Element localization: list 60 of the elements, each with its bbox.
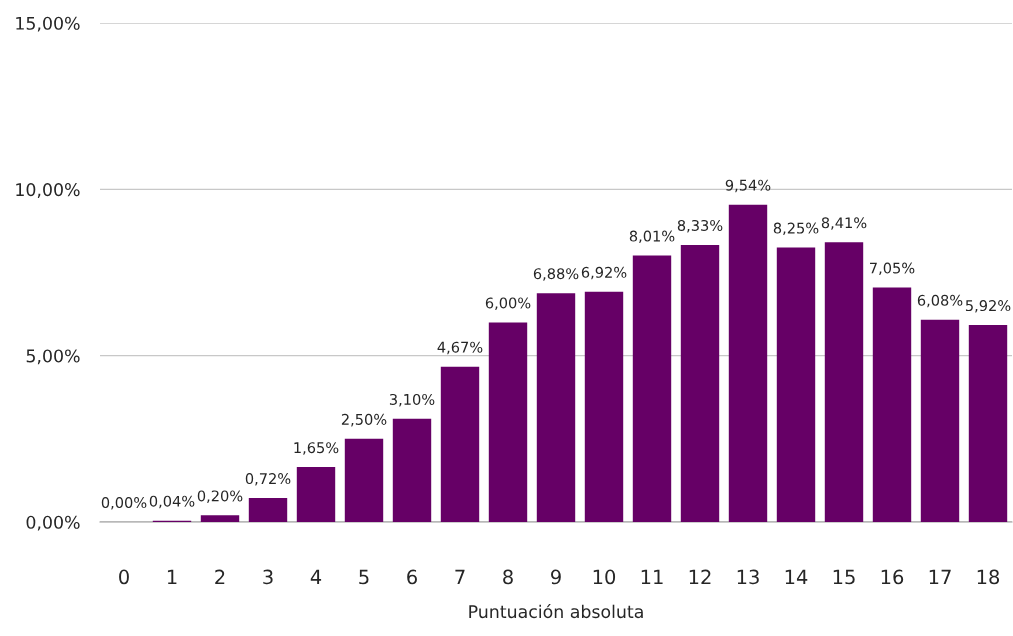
data-label: 6,08% xyxy=(917,294,963,308)
data-label: 0,00% xyxy=(101,497,147,510)
x-tick-label: 15 xyxy=(833,569,855,585)
x-tick-label: 4 xyxy=(310,569,322,584)
x-tick-label: 9 xyxy=(551,569,561,585)
x-tick-label: 11 xyxy=(641,569,663,584)
data-label: 6,88% xyxy=(533,268,579,281)
bar xyxy=(968,325,1008,522)
y-tick-label: 0,00% xyxy=(26,515,80,531)
x-tick-label: 1 xyxy=(167,569,177,584)
x-tick-label: 10 xyxy=(593,569,616,585)
bar xyxy=(488,322,528,522)
bar xyxy=(344,438,384,522)
y-tick-label: 10,00% xyxy=(16,183,80,198)
bar xyxy=(584,291,624,522)
data-label: 5,92% xyxy=(965,300,1011,313)
bar xyxy=(776,247,816,522)
x-tick-label: 2 xyxy=(215,569,225,584)
y-tick-label: 5,00% xyxy=(26,349,80,365)
bar xyxy=(392,418,432,522)
data-label: 8,33% xyxy=(677,219,723,233)
x-tick-label: 7 xyxy=(455,569,465,584)
bar xyxy=(872,287,912,522)
bar xyxy=(632,255,672,522)
bar xyxy=(680,244,720,522)
data-label: 8,01% xyxy=(629,230,675,244)
x-tick-label: 13 xyxy=(737,569,759,585)
bar xyxy=(920,319,960,522)
x-tick-label: 18 xyxy=(977,569,1000,585)
x-tick-label: 16 xyxy=(881,569,904,585)
data-label: 2,50% xyxy=(341,413,387,427)
data-label: 0,20% xyxy=(197,490,243,503)
bar xyxy=(440,366,480,522)
data-label: 0,04% xyxy=(149,495,195,509)
data-label: 6,00% xyxy=(485,297,531,310)
data-label: 1,65% xyxy=(294,442,339,455)
x-tick-label: 14 xyxy=(785,569,808,584)
data-label: 4,67% xyxy=(437,341,483,355)
data-label: 8,41% xyxy=(821,217,867,230)
bar xyxy=(248,498,288,522)
data-label: 8,25% xyxy=(773,222,819,236)
x-axis-title: Puntuación absoluta xyxy=(469,604,643,619)
y-tick-label: 15,00% xyxy=(16,16,80,32)
x-tick-label: 17 xyxy=(929,569,951,584)
bar xyxy=(200,515,240,522)
x-tick-label: 3 xyxy=(263,569,273,585)
x-tick-label: 6 xyxy=(407,569,417,585)
x-tick-label: 0 xyxy=(119,569,129,585)
x-tick-label: 12 xyxy=(689,569,711,584)
data-label: 9,54% xyxy=(725,179,771,193)
x-tick-label: 5 xyxy=(359,569,369,585)
data-label: 0,72% xyxy=(245,473,291,486)
bar xyxy=(824,242,864,522)
x-tick-label: 8 xyxy=(503,569,513,585)
bar xyxy=(728,204,768,522)
bar xyxy=(536,293,576,522)
bar xyxy=(296,467,336,522)
data-label: 7,05% xyxy=(870,262,915,276)
data-label: 3,10% xyxy=(389,393,435,407)
data-label: 6,92% xyxy=(581,266,627,280)
